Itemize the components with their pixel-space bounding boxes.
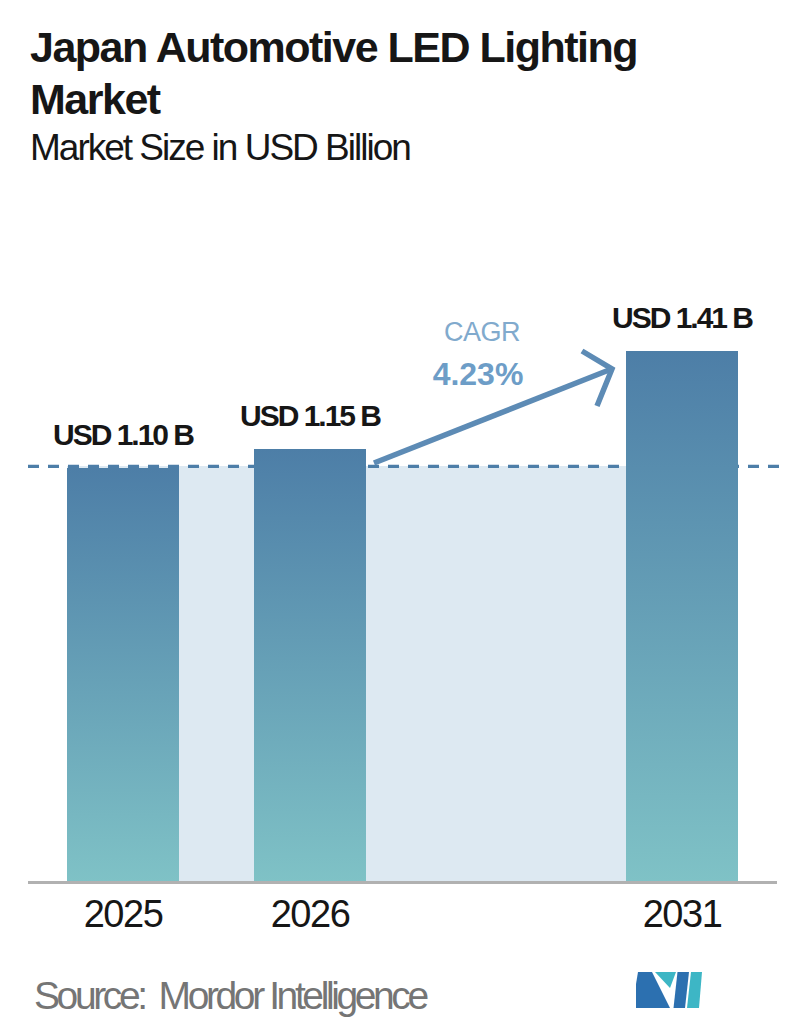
- chart-subtitle: Market Size in USD Billion: [30, 127, 410, 169]
- bar-value-label: USD 1.41 B: [612, 301, 752, 335]
- cagr-value: 4.23%: [433, 356, 524, 393]
- bar-value-label: USD 1.15 B: [240, 399, 380, 433]
- plot-background-band: [67, 466, 738, 881]
- x-axis-line: [28, 881, 777, 884]
- x-tick-label: 2031: [643, 893, 722, 936]
- cagr-label: CAGR: [444, 317, 520, 348]
- chart-title: Japan Automotive LED Lighting Market: [30, 21, 720, 125]
- x-tick-label: 2025: [84, 893, 163, 936]
- mordor-intelligence-logo: [636, 972, 702, 1008]
- source-label: Source:: [34, 974, 145, 1017]
- source-note: Source: Mordor Intelligence: [34, 974, 426, 1018]
- x-tick-label: 2026: [271, 893, 350, 936]
- source-name: Mordor Intelligence: [159, 974, 426, 1017]
- chart-figure: Japan Automotive LED Lighting Market Mar…: [0, 0, 796, 1034]
- bar-value-label: USD 1.10 B: [53, 418, 193, 452]
